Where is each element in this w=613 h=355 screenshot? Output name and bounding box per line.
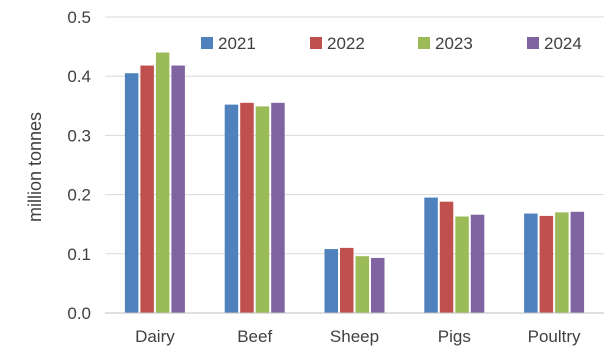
bar-beef-2022 — [240, 102, 254, 313]
bar-pigs-2023 — [455, 216, 469, 313]
bar-pigs-2024 — [470, 214, 485, 313]
bar-dairy-2023 — [155, 52, 170, 314]
legend-swatch-2021 — [201, 37, 213, 49]
legend-label-2021: 2021 — [218, 34, 256, 53]
y-tick-label: 0.5 — [67, 8, 91, 27]
bar-sheep-2023 — [355, 256, 369, 313]
legend-swatch-2022 — [310, 37, 322, 49]
bar-layer — [124, 52, 585, 314]
bar-beef-2024 — [271, 102, 285, 313]
legend: 2021 2022 2023 2024 — [201, 34, 582, 53]
bar-sheep-2022 — [340, 247, 354, 313]
legend-label-2023: 2023 — [435, 34, 473, 53]
bar-dairy-2024 — [171, 65, 185, 313]
axis-layer: 0.0 0.1 0.2 0.3 0.4 0.5 Dairy Beef Sheep Pigs Poul… — [67, 8, 604, 346]
bar-sheep-2021 — [324, 249, 338, 313]
legend-label-2024: 2024 — [544, 34, 582, 53]
x-tick-label-dairy: Dairy — [135, 327, 175, 346]
x-tick-label-beef: Beef — [237, 327, 272, 346]
bar-sheep-2024 — [371, 257, 385, 313]
legend-swatch-2024 — [527, 37, 539, 49]
y-tick-label: 0.2 — [67, 186, 91, 205]
bar-dairy-2022 — [140, 65, 154, 313]
grid-layer — [105, 16, 604, 255]
bar-dairy-2021 — [124, 73, 139, 314]
y-tick-label: 0.3 — [67, 126, 91, 145]
y-tick-label: 0.1 — [67, 245, 91, 264]
y-axis-title: million tonnes — [25, 112, 45, 222]
bar-pigs-2021 — [424, 197, 438, 313]
y-tick-label: 0.0 — [67, 304, 91, 323]
bar-poultry-2021 — [524, 213, 538, 313]
x-tick-label-pigs: Pigs — [438, 327, 471, 346]
bar-beef-2023 — [255, 106, 270, 313]
bar-pigs-2022 — [439, 201, 454, 313]
legend-label-2022: 2022 — [327, 34, 365, 53]
bar-beef-2021 — [224, 104, 239, 313]
x-tick-label-poultry: Poultry — [528, 327, 581, 346]
x-tick-label-sheep: Sheep — [330, 327, 379, 346]
legend-swatch-2023 — [418, 37, 430, 49]
bar-poultry-2022 — [539, 215, 554, 313]
bar-poultry-2023 — [555, 212, 569, 313]
y-tick-label: 0.4 — [67, 67, 91, 86]
bar-poultry-2024 — [570, 211, 585, 313]
